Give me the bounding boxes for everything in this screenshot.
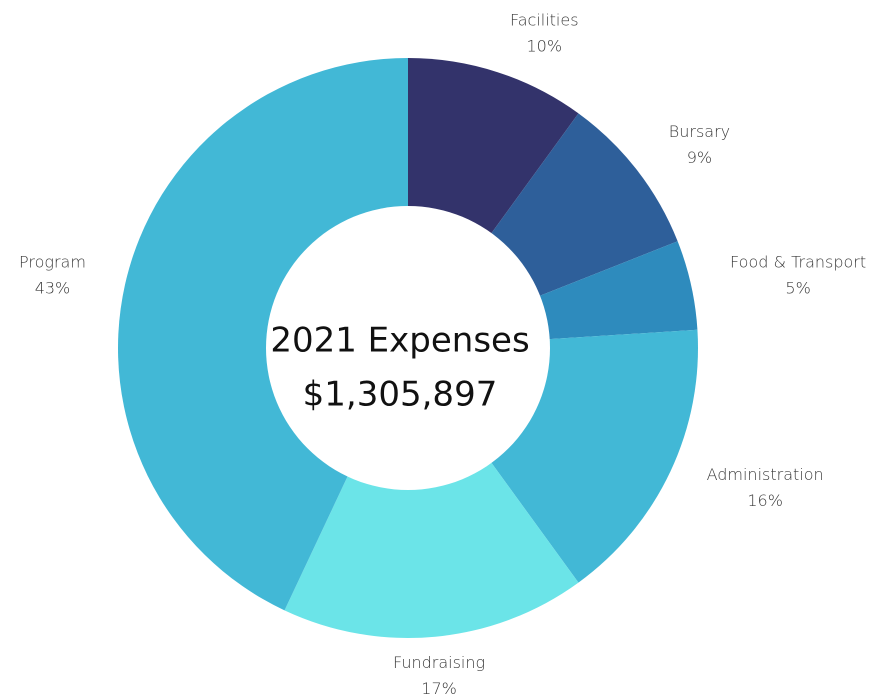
donut-hole	[266, 206, 550, 490]
value-label: 43%	[35, 279, 71, 298]
value-label: 16%	[747, 491, 783, 510]
slice	[284, 348, 579, 638]
category-label: Facilities	[510, 11, 579, 30]
labels: Facilities 10% Bursary 9% Food & Transport 5%…	[19, 11, 866, 698]
value-label: 17%	[421, 679, 457, 698]
category-label: Administration	[707, 465, 824, 484]
category-label: Fundraising	[393, 653, 485, 672]
category-label: Program	[19, 253, 86, 272]
value-label: 10%	[526, 37, 562, 56]
category-label: Bursary	[669, 122, 730, 141]
chart-title: 2021 Expenses	[270, 321, 529, 361]
chart-subtitle: $1,305,897	[303, 375, 498, 415]
value-label: 5%	[785, 279, 810, 298]
category-label: Food & Transport	[730, 253, 866, 272]
slice	[118, 58, 408, 611]
value-label: 9%	[687, 148, 712, 167]
